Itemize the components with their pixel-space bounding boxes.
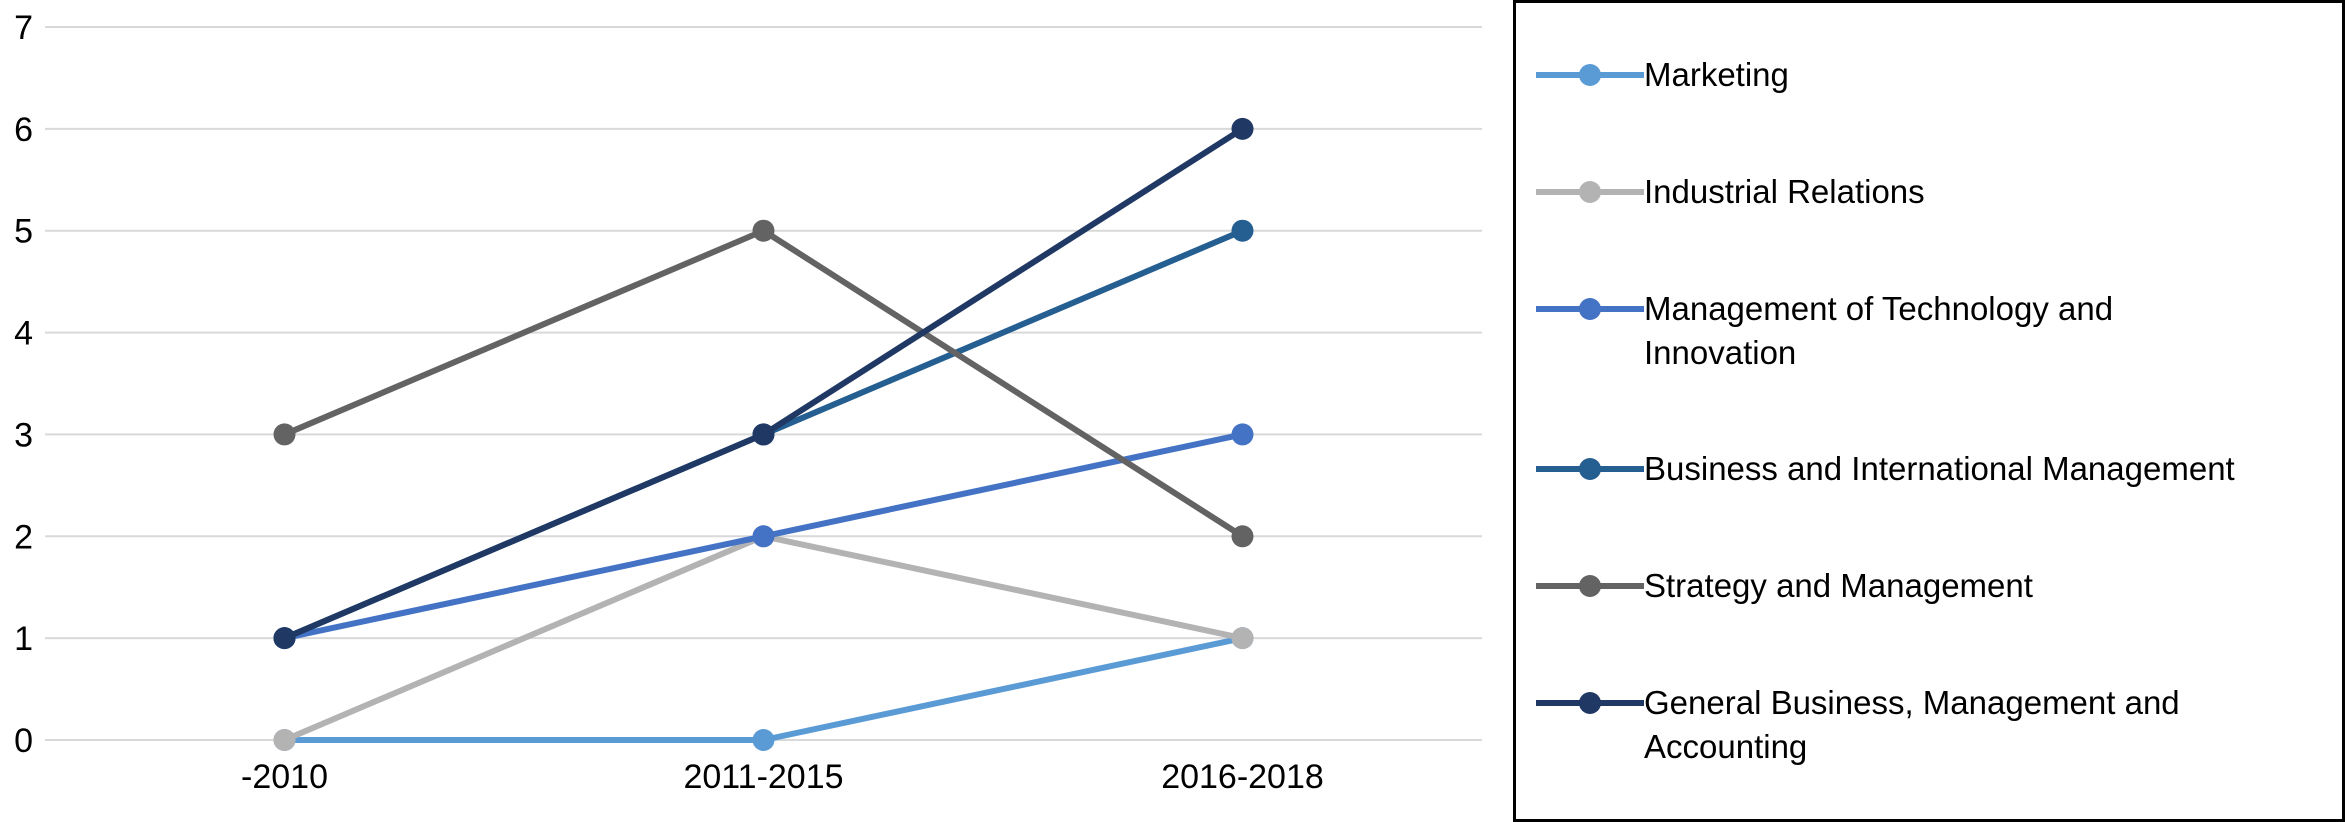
x-axis-tick-label: 2016-2018 xyxy=(1161,758,1324,796)
data-point-management-of-technology-and-innovation xyxy=(752,525,775,548)
y-axis-tick-label: 3 xyxy=(14,416,33,454)
legend-marker-icon xyxy=(1536,458,1644,481)
legend-dot-sample xyxy=(1579,458,1601,481)
legend-label: Business and International Management xyxy=(1644,450,2235,488)
data-point-general-business-management-and-accounting xyxy=(752,423,775,446)
line-chart-plot: 0 1 2 3 4 5 6 7 -2010 2011-2015 2016-2018 xyxy=(14,9,1482,796)
y-axis-tick-label: 4 xyxy=(14,315,33,353)
legend-marker-icon xyxy=(1536,574,1644,597)
data-point-business-and-international-management xyxy=(1231,219,1254,242)
legend-item-business-and-international-management: Business and International Management xyxy=(1536,447,2332,491)
chart-legend: Marketing Industrial Relations Management … xyxy=(1513,0,2345,822)
legend-dot-sample xyxy=(1579,64,1601,87)
y-axis-tick-label: 6 xyxy=(14,111,33,149)
y-axis-tick-label: 0 xyxy=(14,722,33,760)
legend-item-management-of-technology-and-innovation: Management of Technology and Innovation xyxy=(1536,287,2332,375)
data-point-marketing xyxy=(752,729,775,751)
data-point-industrial-relations xyxy=(1231,627,1254,650)
legend-dot-sample xyxy=(1579,691,1601,714)
legend-marker-icon xyxy=(1536,297,1644,320)
series-line-general-business-management-and-accounting xyxy=(281,125,1246,642)
legend-marker-icon xyxy=(1536,691,1644,714)
y-axis-tick-label: 1 xyxy=(14,620,33,658)
data-point-general-business-management-and-accounting xyxy=(1231,117,1254,140)
data-point-management-of-technology-and-innovation xyxy=(1231,423,1254,446)
legend-item-industrial-relations: Industrial Relations xyxy=(1536,170,2332,214)
data-point-strategy-and-management xyxy=(1231,525,1254,548)
y-axis-tick-label: 5 xyxy=(14,213,33,251)
legend-label: Industrial Relations xyxy=(1644,172,1925,210)
x-axis-tick-label: -2010 xyxy=(241,758,328,796)
legend-dot-sample xyxy=(1579,574,1601,597)
plot-svg: 0 1 2 3 4 5 6 7 -2010 2011-2015 2016-2018 xyxy=(14,9,1482,796)
y-axis-tick-label: 2 xyxy=(14,518,33,556)
series-line-strategy-and-management xyxy=(281,227,1246,540)
x-axis-tick-label: 2011-2015 xyxy=(683,758,843,796)
y-axis-tick-label: 7 xyxy=(14,9,33,47)
data-point-strategy-and-management xyxy=(273,423,296,446)
legend-dot-sample xyxy=(1579,297,1601,320)
legend-label: Management of Technology and Innovation xyxy=(1644,289,2114,371)
legend-marker-icon xyxy=(1536,180,1644,203)
legend-item-marketing: Marketing xyxy=(1536,53,2332,97)
legend-label: Strategy and Management xyxy=(1644,566,2033,604)
legend-item-general-business-management-and-accounting: General Business, Management and Account… xyxy=(1536,681,2332,769)
data-point-strategy-and-management xyxy=(752,219,775,242)
data-point-industrial-relations xyxy=(273,729,296,751)
legend-marker-icon xyxy=(1536,64,1644,87)
legend-dot-sample xyxy=(1579,180,1601,203)
legend-item-strategy-and-management: Strategy and Management xyxy=(1536,564,2332,608)
data-point-general-business-management-and-accounting xyxy=(273,627,296,650)
legend-label: Marketing xyxy=(1644,56,1789,94)
legend-label: General Business, Management and Account… xyxy=(1644,683,2180,765)
series-line-marketing xyxy=(281,635,1246,743)
